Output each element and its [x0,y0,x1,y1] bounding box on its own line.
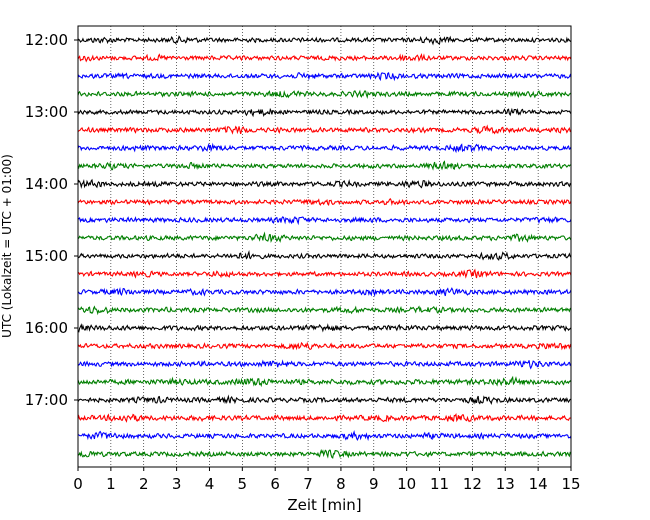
seismic-trace [77,160,572,171]
seismic-trace [77,142,572,154]
seismic-trace [77,305,572,316]
seismic-trace [77,359,572,370]
x-tick-label: 5 [238,475,248,493]
y-tick-label: 13:00 [25,103,68,121]
y-tick-label: 16:00 [25,319,68,337]
seismic-trace [77,268,572,279]
seismic-trace [77,52,572,63]
x-tick-label: 15 [561,475,580,493]
seismic-trace [77,178,572,189]
plot-frame [77,25,572,468]
seismic-trace [77,250,572,261]
seismic-trace [77,197,572,207]
x-axis-ticks: 0 1 2 3 4 5 6 7 8 9 10 11 12 13 14 15 [73,467,581,493]
seismic-trace [77,215,572,226]
y-tick-label: 15:00 [25,247,68,265]
seismic-trace [77,412,572,423]
seismic-trace [77,341,572,351]
x-tick-label: 12 [463,475,482,493]
seismic-trace [77,107,572,118]
y-tick-label: 14:00 [25,175,68,193]
x-tick-label: 3 [172,475,182,493]
seismic-trace [77,375,572,388]
x-tick-label: 2 [139,475,149,493]
seismic-trace [77,35,572,46]
seismic-trace [77,448,572,459]
x-tick-label: 8 [336,475,346,493]
x-tick-label: 0 [73,475,83,493]
y-axis-ticks: 12:00 13:00 14:00 15:00 16:00 17:00 [25,31,78,409]
seismic-trace [77,394,572,405]
x-tick-label: 11 [430,475,449,493]
x-tick-label: 4 [205,475,215,493]
y-axis-label: UTC (Lokalzeit = UTC + 01:00) [0,154,14,338]
y-tick-label: 17:00 [25,391,68,409]
seismic-trace [77,89,572,99]
y-tick-label: 12:00 [25,31,68,49]
x-tick-label: 10 [397,475,416,493]
x-tick-label: 7 [303,475,313,493]
x-tick-label: 6 [270,475,280,493]
x-tick-label: 14 [529,475,548,493]
x-tick-label: 1 [106,475,116,493]
seismic-trace [77,323,572,333]
x-tick-label: 13 [496,475,515,493]
seismic-trace [77,286,572,297]
seismic-trace [77,429,572,442]
x-axis-label: Zeit [min] [287,496,361,514]
seismic-trace [77,71,572,82]
seismic-trace [77,231,572,243]
x-tick-label: 9 [369,475,379,493]
seismic-traces [77,35,572,459]
seismic-trace [77,124,572,135]
